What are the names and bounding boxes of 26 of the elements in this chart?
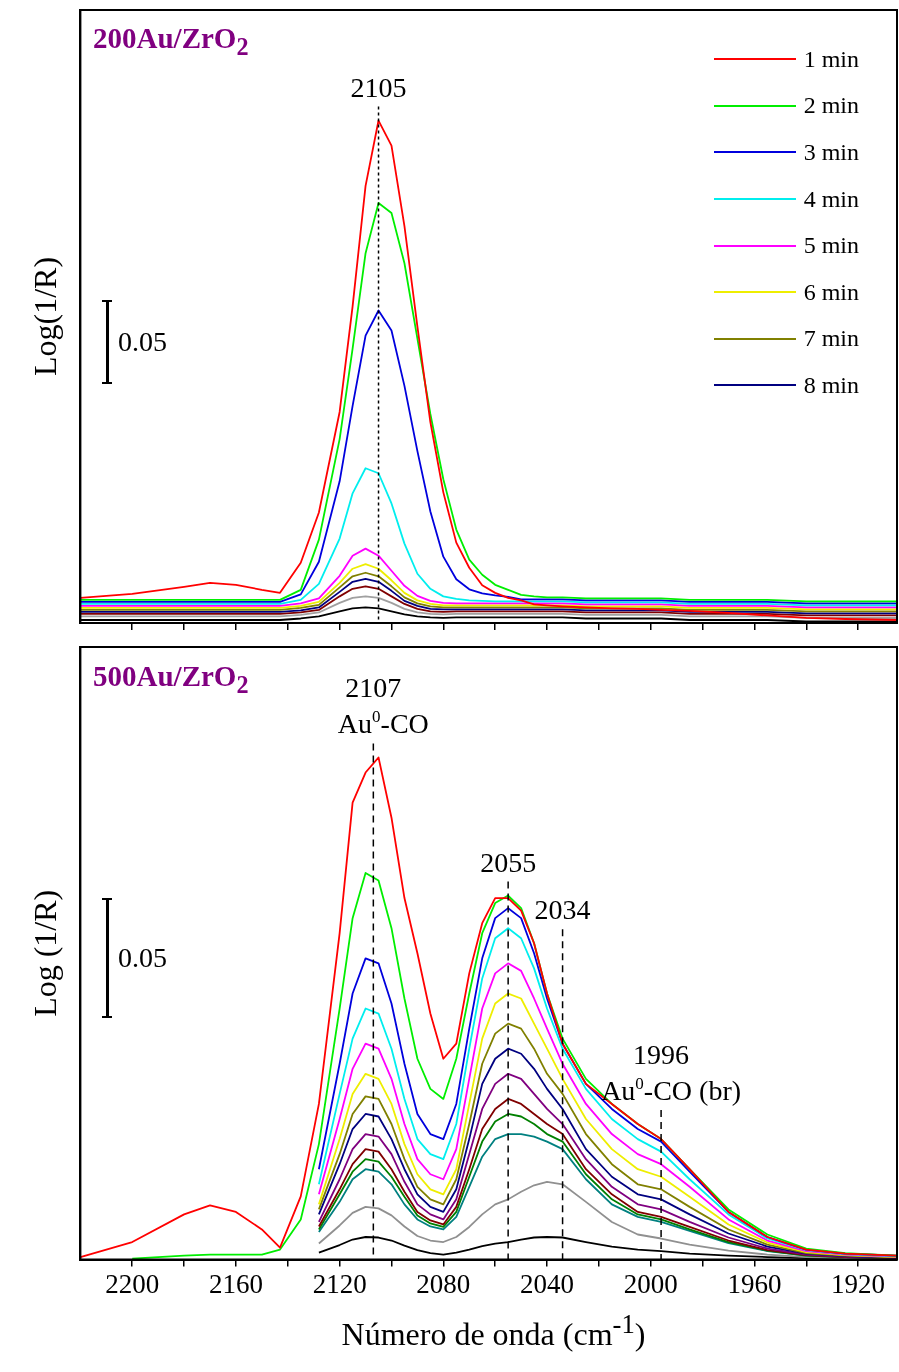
x-tick-label: 2080 bbox=[416, 1268, 471, 1299]
legend-label: 5 min bbox=[803, 232, 859, 260]
x-tick-label: 2200 bbox=[105, 1268, 160, 1299]
x-tick-label: 2160 bbox=[208, 1268, 263, 1299]
chart-title: 500Au/ZrO$_{2}$ bbox=[93, 660, 249, 699]
legend-label: 2 min bbox=[803, 92, 859, 120]
ref-line-label: 2034 bbox=[534, 894, 591, 926]
legend-label: 7 min bbox=[803, 325, 859, 353]
ref-line-label: 2105 bbox=[350, 71, 407, 103]
legend-label: 3 min bbox=[803, 138, 859, 166]
y-axis-title: Log (1/R) bbox=[26, 889, 63, 1017]
x-tick-label: 1960 bbox=[727, 1268, 782, 1299]
x-tick-label: 2040 bbox=[520, 1268, 575, 1299]
ref-line-label: 2055 bbox=[480, 846, 537, 878]
legend-label: 4 min bbox=[803, 185, 859, 213]
y-axis-title: Log(1/R) bbox=[26, 256, 63, 377]
x-tick-label: 2000 bbox=[623, 1268, 678, 1299]
annotation: 0.05 bbox=[118, 942, 167, 974]
chart-title: 200Au/ZrO$_{2}$ bbox=[93, 22, 249, 61]
legend-label: 1 min bbox=[803, 45, 859, 73]
legend-label: 8 min bbox=[803, 371, 859, 399]
annotation: 0.05 bbox=[118, 326, 167, 358]
legend-label: 6 min bbox=[803, 278, 859, 306]
x-tick-label: 2120 bbox=[312, 1268, 367, 1299]
x-tick-label: 1920 bbox=[831, 1268, 886, 1299]
x-axis-title: Número de onda (cm$^{-1}$) bbox=[340, 1309, 647, 1353]
